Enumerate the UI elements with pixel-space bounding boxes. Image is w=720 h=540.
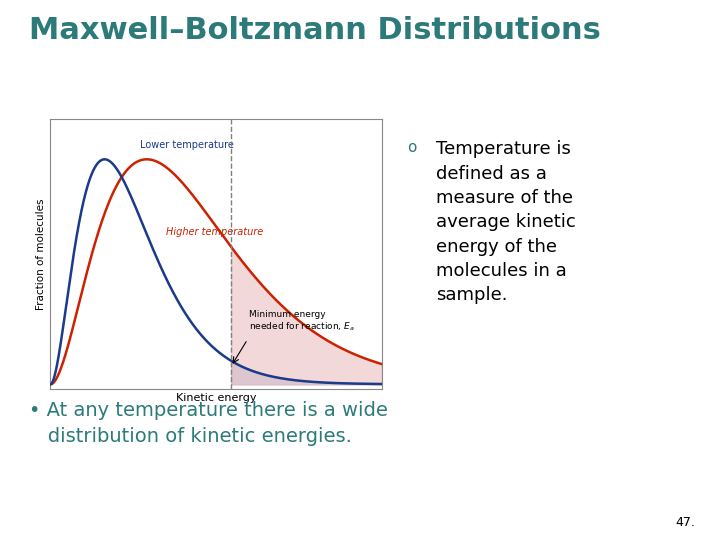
Text: Temperature is
defined as a
measure of the
average kinetic
energy of the
molecul: Temperature is defined as a measure of t… xyxy=(436,140,575,304)
Y-axis label: Fraction of molecules: Fraction of molecules xyxy=(36,198,46,309)
X-axis label: Kinetic energy: Kinetic energy xyxy=(176,393,256,403)
Text: Maxwell–Boltzmann Distributions: Maxwell–Boltzmann Distributions xyxy=(29,16,600,45)
Text: Lower temperature: Lower temperature xyxy=(140,140,234,151)
Text: 47.: 47. xyxy=(675,516,695,529)
Text: o: o xyxy=(407,140,416,156)
Text: Higher temperature: Higher temperature xyxy=(166,227,264,237)
Text: Minimum energy
needed for reaction, $E_a$: Minimum energy needed for reaction, $E_a… xyxy=(249,309,355,333)
Text: • At any temperature there is a wide
   distribution of kinetic energies.: • At any temperature there is a wide dis… xyxy=(29,402,387,446)
